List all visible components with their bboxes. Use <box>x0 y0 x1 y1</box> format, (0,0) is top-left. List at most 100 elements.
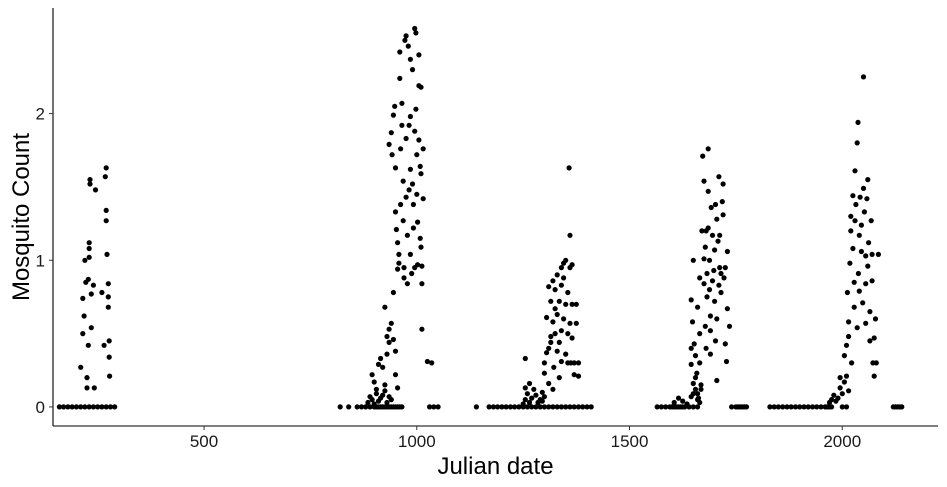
data-point <box>337 404 343 410</box>
data-point <box>580 404 586 410</box>
data-point <box>851 304 857 310</box>
data-point <box>860 185 867 191</box>
data-point <box>784 404 790 410</box>
data-point <box>871 373 877 379</box>
data-point <box>503 404 509 410</box>
data-point <box>386 326 392 332</box>
data-point <box>80 331 86 337</box>
data-point <box>849 360 855 366</box>
data-point <box>663 404 669 410</box>
data-point <box>575 360 582 366</box>
data-point <box>107 404 113 410</box>
data-point <box>382 304 388 310</box>
data-point <box>871 335 877 341</box>
data-point <box>805 404 811 410</box>
data-point <box>82 257 88 263</box>
data-point <box>544 350 550 356</box>
data-point <box>558 358 565 365</box>
data-point <box>691 341 697 347</box>
data-point <box>569 262 575 268</box>
data-point <box>393 226 399 233</box>
x-axis: 500 1000 1500 2000 <box>53 425 938 451</box>
data-point <box>397 49 403 55</box>
data-point <box>531 386 537 392</box>
data-point <box>105 281 111 287</box>
data-point <box>721 275 727 281</box>
data-point <box>556 298 562 304</box>
data-point <box>899 404 905 410</box>
data-points <box>56 25 905 410</box>
data-point <box>84 375 90 381</box>
data-point <box>843 373 850 379</box>
data-point <box>409 67 416 73</box>
data-point <box>775 404 782 410</box>
data-point <box>396 251 402 257</box>
data-point <box>415 219 421 225</box>
data-point <box>561 275 567 281</box>
data-point <box>844 289 851 296</box>
data-point <box>869 278 875 284</box>
data-point <box>797 404 803 410</box>
data-point <box>104 251 110 257</box>
data-point <box>814 404 820 410</box>
data-point <box>689 319 696 325</box>
data-point <box>78 364 84 370</box>
data-point <box>388 397 394 403</box>
data-point <box>373 386 379 392</box>
data-point <box>588 404 594 410</box>
data-point <box>416 52 422 58</box>
data-point <box>103 404 109 410</box>
data-point <box>861 209 868 215</box>
data-point <box>706 287 713 293</box>
data-point <box>431 404 437 410</box>
data-point <box>403 194 409 200</box>
data-point <box>384 333 390 340</box>
data-point <box>567 232 573 238</box>
data-point <box>837 375 843 381</box>
data-point <box>697 399 703 406</box>
data-point <box>390 112 396 118</box>
data-point <box>569 335 575 341</box>
data-point <box>365 399 371 406</box>
data-point <box>87 181 93 187</box>
data-point <box>395 240 401 246</box>
data-point <box>533 392 539 398</box>
data-point <box>860 300 866 306</box>
data-point <box>524 404 531 410</box>
data-point <box>864 196 870 202</box>
data-point <box>552 331 558 337</box>
data-point <box>73 404 79 410</box>
data-point <box>675 395 682 401</box>
data-point <box>863 253 869 259</box>
data-point <box>395 385 401 391</box>
data-point <box>409 270 415 277</box>
data-point <box>720 181 726 187</box>
data-point <box>712 247 718 253</box>
data-point <box>414 191 420 197</box>
data-point <box>380 364 386 370</box>
data-point <box>671 399 677 406</box>
data-point <box>546 404 552 410</box>
data-point <box>516 404 522 410</box>
data-point <box>697 360 703 366</box>
data-point <box>729 404 735 410</box>
data-point <box>567 404 573 410</box>
data-point <box>680 398 686 404</box>
data-point <box>354 404 360 410</box>
data-point <box>701 178 707 184</box>
data-point <box>719 199 725 205</box>
data-point <box>373 391 379 397</box>
data-point <box>558 404 565 410</box>
data-point <box>102 174 108 180</box>
data-point <box>418 244 424 250</box>
data-point <box>524 391 531 397</box>
data-point <box>80 295 86 301</box>
data-point <box>410 201 416 208</box>
y-tick-label: 1 <box>36 251 45 270</box>
x-tick-label: 2000 <box>823 432 861 451</box>
data-point <box>868 218 874 224</box>
data-point <box>707 351 714 357</box>
data-point <box>724 306 731 312</box>
data-point <box>522 397 528 403</box>
data-point <box>714 316 720 322</box>
